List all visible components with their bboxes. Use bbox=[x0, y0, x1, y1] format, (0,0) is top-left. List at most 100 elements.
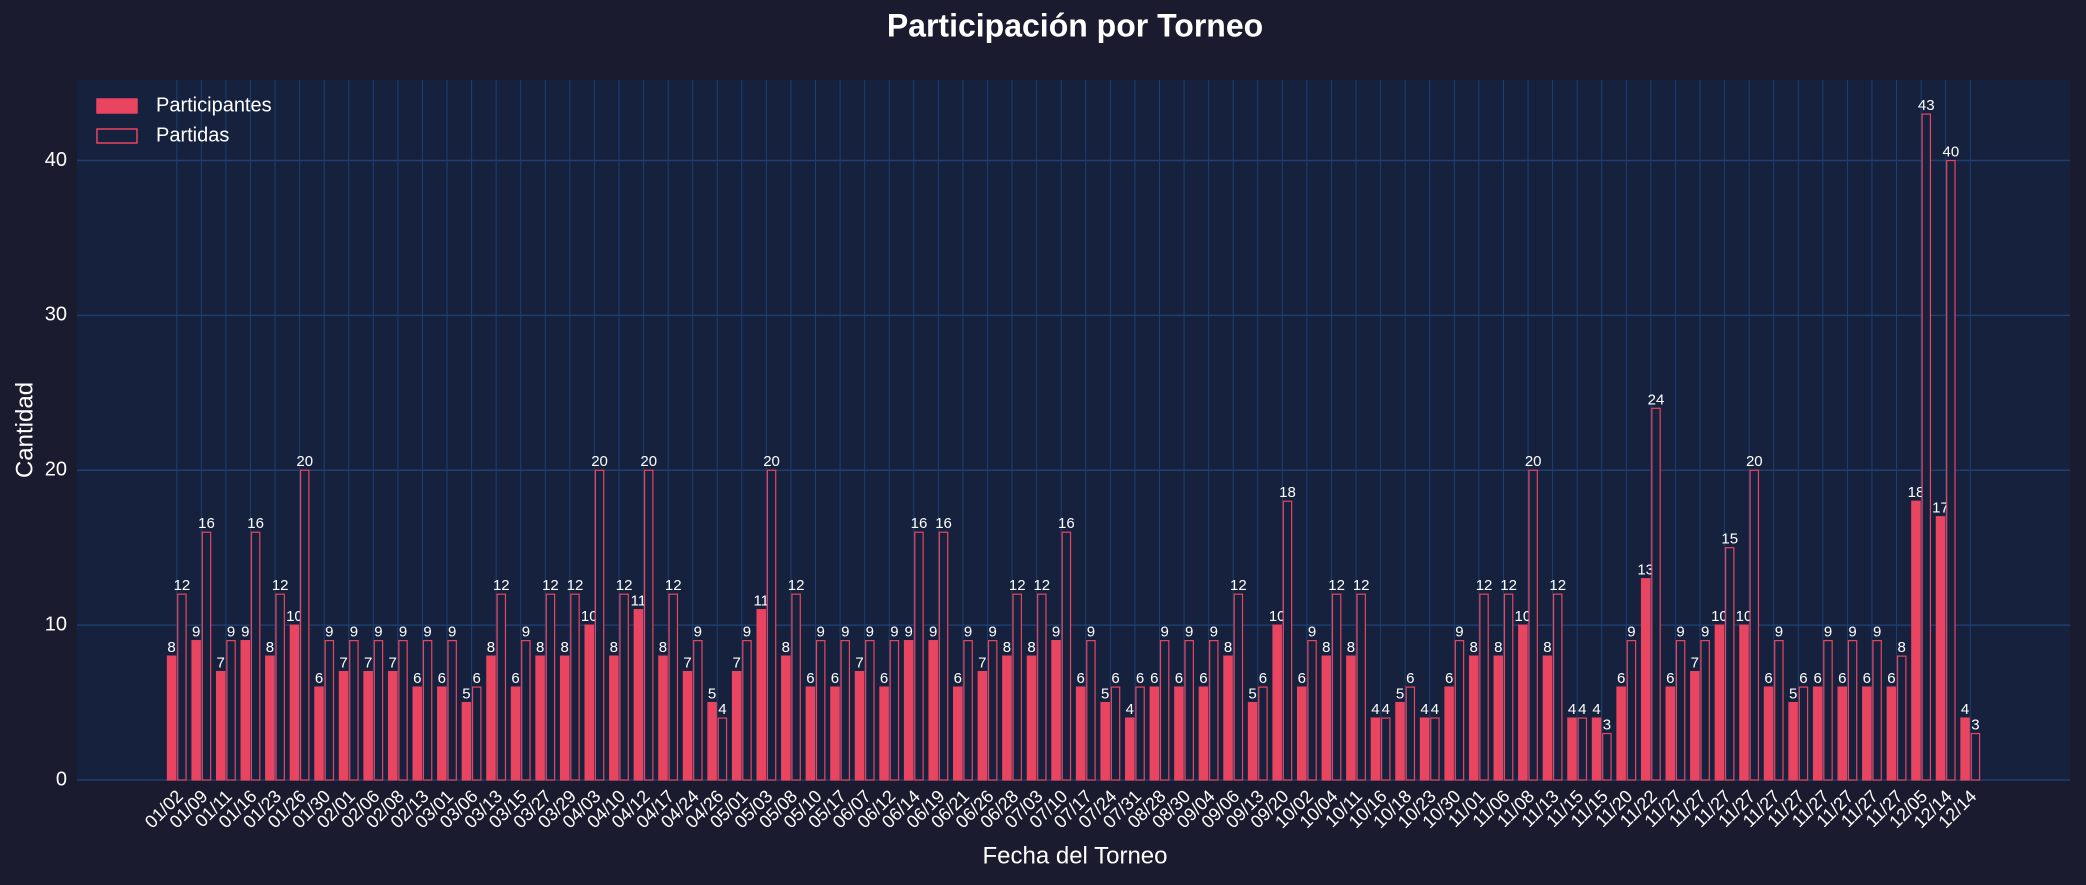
bar bbox=[559, 655, 570, 781]
bar bbox=[1616, 686, 1626, 781]
bar bbox=[1321, 655, 1332, 781]
data-label: 4 bbox=[1592, 701, 1600, 718]
data-label: 10 bbox=[286, 608, 303, 625]
bar bbox=[805, 686, 816, 781]
data-label: 5 bbox=[462, 686, 470, 703]
bar bbox=[963, 640, 973, 781]
data-label: 6 bbox=[1814, 670, 1822, 687]
data-label: 6 bbox=[1838, 670, 1846, 687]
bar bbox=[1223, 655, 1233, 781]
bar bbox=[314, 686, 324, 781]
bar bbox=[1037, 593, 1047, 781]
bar bbox=[1739, 624, 1749, 781]
data-label: 6 bbox=[1259, 670, 1267, 687]
data-label: 12 bbox=[542, 577, 559, 594]
bar bbox=[265, 655, 275, 781]
bar bbox=[412, 686, 423, 781]
data-label: 9 bbox=[929, 624, 937, 641]
bar bbox=[643, 469, 654, 781]
bar bbox=[535, 655, 545, 781]
data-label: 7 bbox=[339, 655, 347, 672]
data-label: 16 bbox=[911, 515, 928, 532]
bar bbox=[1086, 640, 1096, 781]
bar bbox=[1651, 407, 1661, 781]
data-label: 6 bbox=[1863, 670, 1871, 687]
data-label: 9 bbox=[1873, 624, 1881, 641]
data-label: 6 bbox=[511, 670, 519, 687]
data-label: 9 bbox=[890, 624, 898, 641]
data-label: 7 bbox=[1691, 655, 1699, 672]
data-label: 4 bbox=[1568, 701, 1576, 718]
data-label: 5 bbox=[1789, 686, 1797, 703]
data-label: 9 bbox=[1160, 624, 1168, 641]
bar bbox=[177, 593, 187, 781]
data-label: 9 bbox=[1210, 624, 1218, 641]
bar bbox=[1307, 640, 1317, 781]
bar bbox=[422, 640, 433, 781]
data-label: 9 bbox=[964, 624, 972, 641]
legend-swatch bbox=[96, 98, 138, 114]
bar bbox=[1444, 686, 1454, 781]
data-label: 9 bbox=[1848, 624, 1856, 641]
bar bbox=[1665, 686, 1676, 781]
bar bbox=[1100, 701, 1110, 781]
data-label: 9 bbox=[448, 624, 456, 641]
data-label: 8 bbox=[536, 639, 544, 656]
data-label: 9 bbox=[904, 624, 912, 641]
bar bbox=[889, 640, 900, 781]
bar bbox=[903, 640, 914, 781]
data-label: 11 bbox=[631, 593, 647, 610]
bar bbox=[1862, 686, 1872, 781]
bar bbox=[1518, 624, 1528, 781]
bar bbox=[731, 670, 742, 781]
data-label: 9 bbox=[1676, 624, 1684, 641]
data-label: 6 bbox=[1136, 670, 1144, 687]
data-label: 13 bbox=[1637, 562, 1654, 579]
bar bbox=[791, 593, 801, 781]
bar bbox=[594, 469, 605, 781]
bar bbox=[1296, 686, 1307, 781]
y-tick-label: 20 bbox=[45, 459, 67, 481]
bar bbox=[1002, 655, 1012, 781]
data-label: 4 bbox=[1382, 701, 1390, 718]
data-label: 8 bbox=[167, 639, 175, 656]
bar bbox=[1675, 640, 1686, 781]
bar bbox=[373, 640, 384, 781]
data-label: 9 bbox=[1308, 624, 1316, 641]
data-label: 9 bbox=[1627, 624, 1635, 641]
bar bbox=[1591, 717, 1602, 781]
bar bbox=[682, 670, 693, 781]
data-label: 20 bbox=[763, 453, 780, 470]
bar bbox=[1026, 655, 1037, 781]
data-label: 6 bbox=[1175, 670, 1183, 687]
bar bbox=[584, 624, 595, 781]
legend-swatch bbox=[96, 128, 138, 144]
bar bbox=[717, 717, 728, 781]
bar bbox=[707, 701, 717, 781]
bar bbox=[324, 640, 335, 781]
bar bbox=[953, 686, 963, 781]
data-label: 8 bbox=[487, 639, 495, 656]
bar bbox=[1356, 593, 1366, 781]
data-label: 6 bbox=[473, 670, 481, 687]
y-tick-label: 10 bbox=[45, 613, 67, 635]
data-label: 6 bbox=[438, 670, 446, 687]
data-label: 9 bbox=[1087, 624, 1095, 641]
bar bbox=[240, 640, 251, 781]
bar bbox=[977, 670, 988, 781]
bar bbox=[1812, 686, 1823, 781]
data-label: 9 bbox=[866, 624, 874, 641]
bar bbox=[387, 670, 398, 781]
bar bbox=[363, 670, 373, 781]
data-label: 8 bbox=[1347, 639, 1355, 656]
data-label: 10 bbox=[1711, 608, 1728, 625]
bar bbox=[781, 655, 791, 781]
data-label: 4 bbox=[1578, 701, 1586, 718]
bar bbox=[521, 640, 531, 781]
data-label: 8 bbox=[659, 639, 667, 656]
bar bbox=[545, 593, 556, 781]
data-label: 12 bbox=[272, 577, 289, 594]
data-label: 9 bbox=[241, 624, 249, 641]
bar bbox=[1468, 655, 1479, 781]
bar bbox=[1454, 640, 1465, 781]
